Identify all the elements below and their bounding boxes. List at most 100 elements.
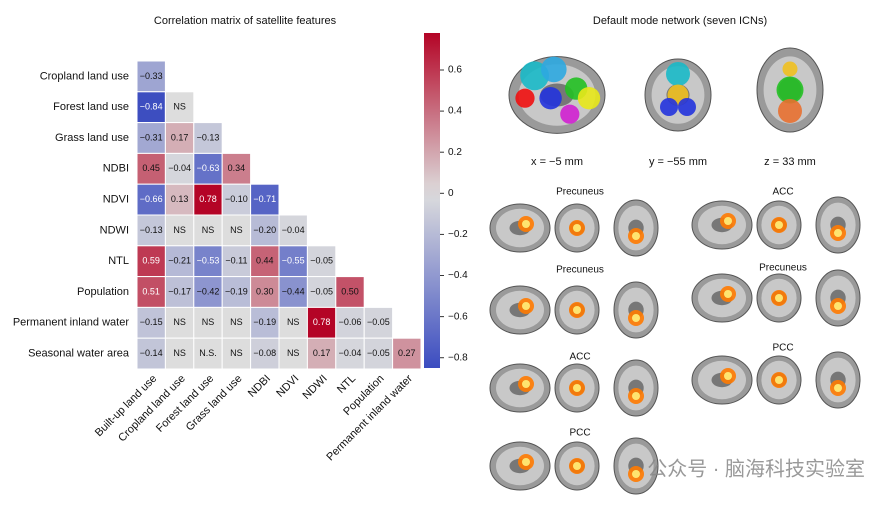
cell-label: −0.06 [339,317,362,327]
activation [778,99,802,123]
network-label: Precuneus [759,263,807,274]
cell-label: 0.34 [228,163,246,173]
network-label: Precuneus [556,265,604,276]
cell-label: −0.05 [367,348,390,358]
cell-label: NS [230,225,243,235]
cell [335,337,365,370]
activation [724,217,732,225]
col-label: NTL [335,373,358,396]
activation [560,104,580,124]
activation [573,384,581,392]
cell-label: −0.04 [339,348,362,358]
cell [136,60,166,93]
cell-label: −0.11 [225,256,247,266]
activation [522,302,530,310]
cell-label: −0.42 [197,286,220,296]
network-label: ACC [569,352,590,363]
cell-label: 0.17 [313,348,331,358]
row-label: NDVI [103,194,129,206]
coord-label: x = −5 mm [531,156,583,168]
cell-label: NS [173,348,186,358]
activation [660,98,678,116]
cell [136,337,166,370]
network-label: Precuneus [556,187,604,198]
cell [363,337,394,370]
cell [164,214,195,247]
cell-label: −0.84 [140,102,163,112]
cell [164,337,195,370]
activation [775,221,783,229]
cell-label: −0.10 [225,194,248,204]
cell-label: NS [202,225,215,235]
row-label: Grass land use [55,132,129,144]
activation [834,384,842,392]
cell [193,337,223,370]
cell [136,276,166,308]
cell [136,214,166,247]
activation [577,87,601,110]
cell [164,245,195,278]
panel-title: Default mode network (seven ICNs) [593,15,767,27]
colorbar-label: 0.2 [448,147,462,158]
activation [724,372,732,380]
cell-label: −0.33 [140,71,163,81]
colorbar-label: −0.6 [448,311,468,322]
cell-label: 0.13 [171,194,189,204]
activation [522,380,530,388]
cell-label: 0.44 [256,256,274,266]
activation [724,290,732,298]
cell-label: NS [287,317,300,327]
cell [193,122,223,154]
activation [834,302,842,310]
cell [221,183,252,216]
col-label: NDBI [246,373,273,400]
cell [278,245,308,278]
cell [136,245,166,278]
network-label: PCC [772,343,793,354]
activation [776,76,804,104]
cell-label: NS [287,348,300,358]
cell-label: NS [230,317,243,327]
cell-label: −0.04 [282,225,305,235]
activation [678,98,696,116]
row-label: Cropland land use [40,70,129,82]
cell-label: −0.66 [140,194,163,204]
cell-label: 0.50 [341,286,359,296]
activation [834,229,842,237]
cell [250,214,280,247]
colorbar-label: −0.2 [448,229,468,240]
activation [522,220,530,228]
cell-label: −0.31 [140,132,163,142]
cell [278,214,308,247]
cell-label: −0.63 [197,163,220,173]
cell-label: −0.05 [310,256,333,266]
colorbar-label: 0 [448,188,454,199]
cell [392,337,422,370]
activation [775,294,783,302]
activation [632,232,640,240]
cell-label: −0.08 [253,348,276,358]
activation [775,376,783,384]
cell-label: −0.44 [282,286,305,296]
cell [278,337,308,370]
cell-label: −0.19 [253,317,276,327]
col-label: NDVI [274,373,301,400]
colorbar-label: 0.6 [448,65,462,76]
cell [221,152,252,185]
activation [539,87,562,110]
row-label: Population [77,286,129,298]
row-label: NDBI [103,163,129,175]
activation [541,56,567,83]
colorbar [424,33,440,368]
activation [515,88,535,108]
row-label: Permanent inland water [13,317,130,329]
cell-label: 0.78 [313,317,331,327]
cell-label: 0.59 [142,256,160,266]
cell-label: N.S. [199,348,217,358]
cell-label: 0.17 [171,132,189,142]
cell-label: −0.20 [253,225,276,235]
cell-label: NS [202,317,215,327]
cell-label: −0.55 [282,256,305,266]
cell-label: NS [173,225,186,235]
